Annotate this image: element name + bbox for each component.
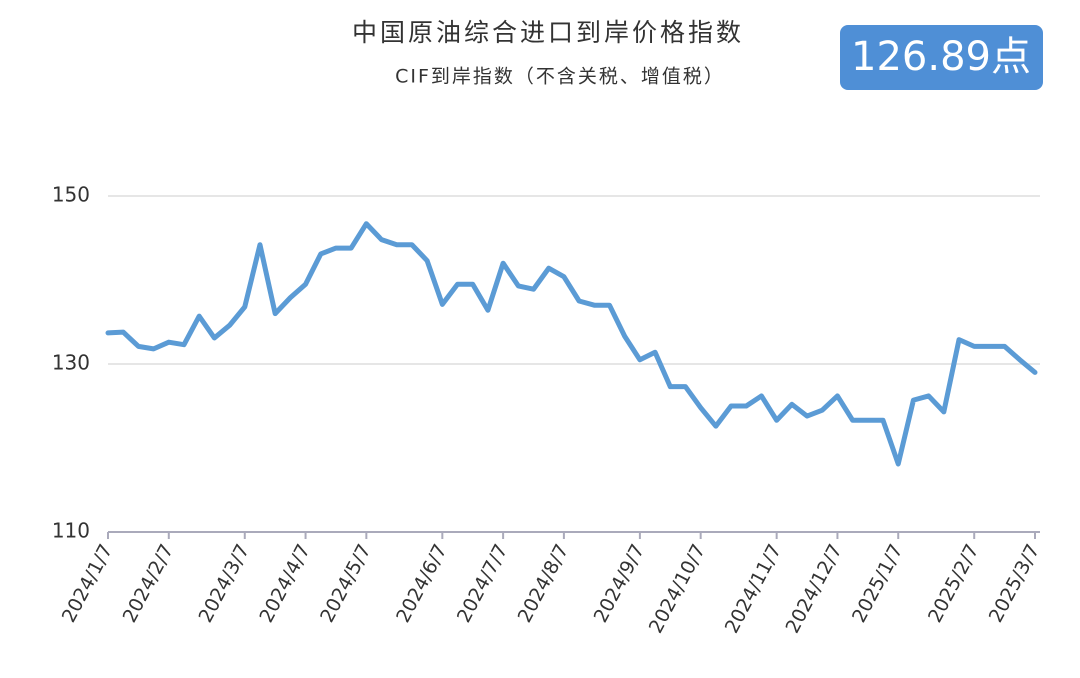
- x-tick-label: 2024/12/7: [782, 541, 847, 637]
- badge-bg: [840, 25, 1043, 90]
- x-tick-label: 2024/3/7: [195, 541, 254, 627]
- chart-subtitle: CIF到岸指数（不含关税、增值税）: [395, 66, 725, 88]
- x-tick-label: 2025/2/7: [924, 541, 983, 627]
- x-tick-label: 2024/4/7: [255, 541, 314, 627]
- x-tick-label: 2025/1/7: [848, 541, 907, 627]
- x-tick-label: 2024/1/7: [58, 541, 117, 627]
- x-tick-label: 2025/3/7: [985, 541, 1044, 627]
- y-tick-label: 130: [52, 351, 90, 375]
- x-tick-label: 2024/9/7: [590, 541, 649, 627]
- x-tick-label: 2024/10/7: [645, 541, 710, 637]
- x-tick-label: 2024/8/7: [514, 541, 573, 627]
- line-series: [105, 221, 1038, 467]
- x-tick-label: 2024/2/7: [119, 541, 178, 627]
- x-tick-label: 2024/6/7: [392, 541, 451, 627]
- chart-title: 中国原油综合进口到岸价格指数: [352, 18, 744, 47]
- y-tick-label: 110: [52, 519, 90, 543]
- x-tick-label: 2024/5/7: [316, 541, 375, 627]
- y-tick-label: 150: [52, 183, 90, 207]
- x-tick-label: 2024/7/7: [453, 541, 512, 627]
- badge: 126.89点: [851, 34, 1031, 80]
- x-tick-label: 2024/11/7: [721, 541, 786, 637]
